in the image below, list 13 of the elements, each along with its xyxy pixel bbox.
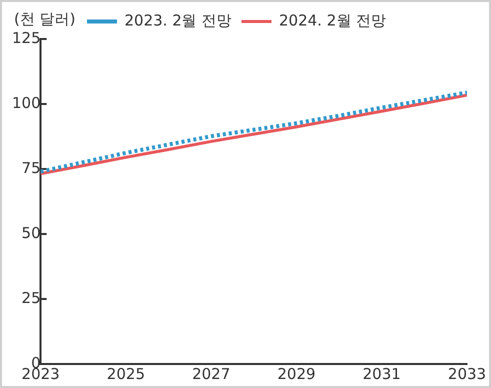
legend-label: 2024. 2월 전망 bbox=[279, 11, 386, 30]
x-tick-label: 2033 bbox=[448, 364, 486, 383]
y-tick-label: 125 bbox=[12, 28, 41, 47]
y-tick-label: 100 bbox=[12, 94, 41, 112]
y-tick-label: 75 bbox=[22, 158, 41, 177]
y-axis-title: (천 달러) bbox=[14, 10, 76, 28]
x-tick-label: 2029 bbox=[277, 364, 316, 383]
y-tick-label: 25 bbox=[22, 288, 41, 307]
x-tick-label: 2025 bbox=[106, 364, 145, 383]
legend-label: 2023. 2월 전망 bbox=[124, 11, 232, 30]
x-tick-label: 2031 bbox=[362, 364, 401, 383]
x-tick-label: 2027 bbox=[192, 364, 230, 383]
y-tick-label: 50 bbox=[22, 224, 41, 242]
